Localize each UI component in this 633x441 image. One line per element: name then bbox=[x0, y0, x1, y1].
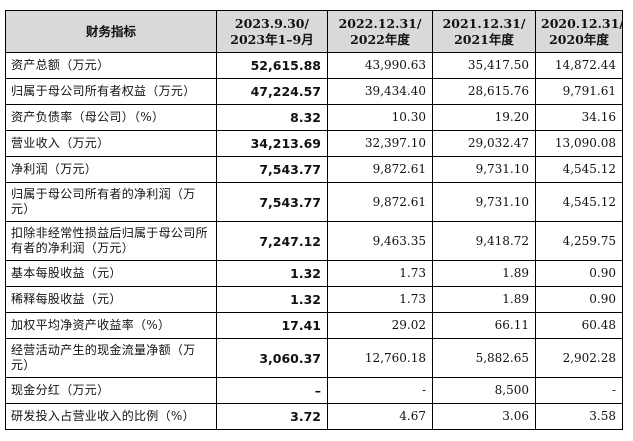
cell-2020: 13,090.08 bbox=[535, 130, 623, 157]
cell-2023q3: 34,213.69 bbox=[216, 130, 328, 157]
cell-2021: 8,500 bbox=[432, 377, 536, 404]
header-2023q3-line1: 2023.9.30/ bbox=[234, 15, 310, 31]
cell-2021: 35,417.50 bbox=[432, 52, 536, 79]
table-row: 资产总额（万元） 52,615.88 43,990.63 35,417.50 1… bbox=[5, 52, 623, 79]
row-label: 扣除非经常性损益后归属于母公司所有者的净利润（万元） bbox=[5, 221, 217, 261]
cell-2021: 9,731.10 bbox=[432, 156, 536, 183]
row-label: 基本每股收益（元） bbox=[5, 260, 217, 287]
header-2023q3-line2: 2023年1–9月 bbox=[230, 31, 314, 47]
cell-2023q3: 7,543.77 bbox=[216, 156, 328, 183]
cell-2021: 1.89 bbox=[432, 286, 536, 313]
row-label: 经营活动产生的现金流量净额（万元） bbox=[5, 338, 217, 378]
cell-2023q3: 52,615.88 bbox=[216, 52, 328, 79]
cell-2021: 19.20 bbox=[432, 104, 536, 131]
header-2020: 2020.12.31/ 2020年度 bbox=[535, 10, 623, 53]
row-label: 资产总额（万元） bbox=[5, 52, 217, 79]
row-label: 资产负债率（母公司）（%） bbox=[5, 104, 217, 131]
cell-2022: - bbox=[327, 377, 433, 404]
table-row: 研发投入占营业收入的比例（%） 3.72 4.67 3.06 3.58 bbox=[5, 403, 623, 430]
header-2023q3: 2023.9.30/ 2023年1–9月 bbox=[216, 10, 328, 53]
table-row: 现金分红（万元） – - 8,500 - bbox=[5, 377, 623, 404]
cell-2023q3: – bbox=[216, 377, 328, 404]
cell-2023q3: 7,543.77 bbox=[216, 182, 328, 222]
cell-2020: 4,259.75 bbox=[535, 221, 623, 261]
row-label: 现金分红（万元） bbox=[5, 377, 217, 404]
cell-2022: 39,434.40 bbox=[327, 78, 433, 105]
cell-2020: 4,545.12 bbox=[535, 156, 623, 183]
table-row: 经营活动产生的现金流量净额（万元） 3,060.37 12,760.18 5,8… bbox=[5, 338, 623, 378]
table-row: 营业收入（万元） 34,213.69 32,397.10 29,032.47 1… bbox=[5, 130, 623, 157]
table-row: 归属于母公司所有者的净利润（万元） 7,543.77 9,872.61 9,73… bbox=[5, 182, 623, 222]
cell-2020: 0.90 bbox=[535, 260, 623, 287]
cell-2022: 12,760.18 bbox=[327, 338, 433, 378]
row-label: 归属于母公司所有者的净利润（万元） bbox=[5, 182, 217, 222]
cell-2020: 14,872.44 bbox=[535, 52, 623, 79]
row-label: 营业收入（万元） bbox=[5, 130, 217, 157]
cell-2020: - bbox=[535, 377, 623, 404]
cell-2022: 1.73 bbox=[327, 286, 433, 313]
cell-2021: 66.11 bbox=[432, 312, 536, 339]
cell-2022: 9,463.35 bbox=[327, 221, 433, 261]
table-row: 扣除非经常性损益后归属于母公司所有者的净利润（万元） 7,247.12 9,46… bbox=[5, 221, 623, 261]
cell-2021: 29,032.47 bbox=[432, 130, 536, 157]
cell-2022: 32,397.10 bbox=[327, 130, 433, 157]
header-metric: 财务指标 bbox=[5, 10, 217, 53]
header-2021-line2: 2021年度 bbox=[454, 31, 514, 47]
cell-2020: 60.48 bbox=[535, 312, 623, 339]
cell-2021: 9,418.72 bbox=[432, 221, 536, 261]
row-label: 净利润（万元） bbox=[5, 156, 217, 183]
cell-2022: 10.30 bbox=[327, 104, 433, 131]
cell-2020: 9,791.61 bbox=[535, 78, 623, 105]
cell-2021: 1.89 bbox=[432, 260, 536, 287]
row-label: 稀释每股收益（元） bbox=[5, 286, 217, 313]
table-row: 加权平均净资产收益率（%） 17.41 29.02 66.11 60.48 bbox=[5, 312, 623, 339]
cell-2023q3: 8.32 bbox=[216, 104, 328, 131]
header-row: 财务指标 2023.9.30/ 2023年1–9月 2022.12.31/ 20… bbox=[5, 10, 623, 53]
cell-2020: 0.90 bbox=[535, 286, 623, 313]
cell-2023q3: 47,224.57 bbox=[216, 78, 328, 105]
cell-2023q3: 7,247.12 bbox=[216, 221, 328, 261]
cell-2020: 34.16 bbox=[535, 104, 623, 131]
cell-2021: 9,731.10 bbox=[432, 182, 536, 222]
cell-2022: 4.67 bbox=[327, 403, 433, 430]
cell-2021: 3.06 bbox=[432, 403, 536, 430]
row-label: 归属于母公司所有者权益（万元） bbox=[5, 78, 217, 105]
cell-2020: 3.58 bbox=[535, 403, 623, 430]
row-label: 加权平均净资产收益率（%） bbox=[5, 312, 217, 339]
table-row: 归属于母公司所有者权益（万元） 47,224.57 39,434.40 28,6… bbox=[5, 78, 623, 105]
cell-2021: 28,615.76 bbox=[432, 78, 536, 105]
cell-2023q3: 3,060.37 bbox=[216, 338, 328, 378]
header-2020-line1: 2020.12.31/ bbox=[541, 15, 623, 31]
table-row: 基本每股收益（元） 1.32 1.73 1.89 0.90 bbox=[5, 260, 623, 287]
header-2022: 2022.12.31/ 2022年度 bbox=[327, 10, 433, 53]
row-label: 研发投入占营业收入的比例（%） bbox=[5, 403, 217, 430]
cell-2020: 4,545.12 bbox=[535, 182, 623, 222]
cell-2023q3: 1.32 bbox=[216, 260, 328, 287]
cell-2022: 9,872.61 bbox=[327, 156, 433, 183]
financial-indicators-table: 财务指标 2023.9.30/ 2023年1–9月 2022.12.31/ 20… bbox=[5, 10, 623, 430]
table-row: 稀释每股收益（元） 1.32 1.73 1.89 0.90 bbox=[5, 286, 623, 313]
header-2022-line2: 2022年度 bbox=[350, 31, 410, 47]
cell-2021: 5,882.65 bbox=[432, 338, 536, 378]
header-2021: 2021.12.31/ 2021年度 bbox=[432, 10, 536, 53]
table-row: 资产负债率（母公司）（%） 8.32 10.30 19.20 34.16 bbox=[5, 104, 623, 131]
cell-2020: 2,902.28 bbox=[535, 338, 623, 378]
cell-2023q3: 17.41 bbox=[216, 312, 328, 339]
header-2020-line2: 2020年度 bbox=[549, 31, 609, 47]
cell-2022: 9,872.61 bbox=[327, 182, 433, 222]
cell-2022: 29.02 bbox=[327, 312, 433, 339]
cell-2023q3: 1.32 bbox=[216, 286, 328, 313]
cell-2023q3: 3.72 bbox=[216, 403, 328, 430]
cell-2022: 43,990.63 bbox=[327, 52, 433, 79]
financial-table-container: 财务指标 2023.9.30/ 2023年1–9月 2022.12.31/ 20… bbox=[5, 10, 623, 430]
cell-2022: 1.73 bbox=[327, 260, 433, 287]
header-2021-line1: 2021.12.31/ bbox=[442, 15, 526, 31]
table-row: 净利润（万元） 7,543.77 9,872.61 9,731.10 4,545… bbox=[5, 156, 623, 183]
header-2022-line1: 2022.12.31/ bbox=[338, 15, 422, 31]
